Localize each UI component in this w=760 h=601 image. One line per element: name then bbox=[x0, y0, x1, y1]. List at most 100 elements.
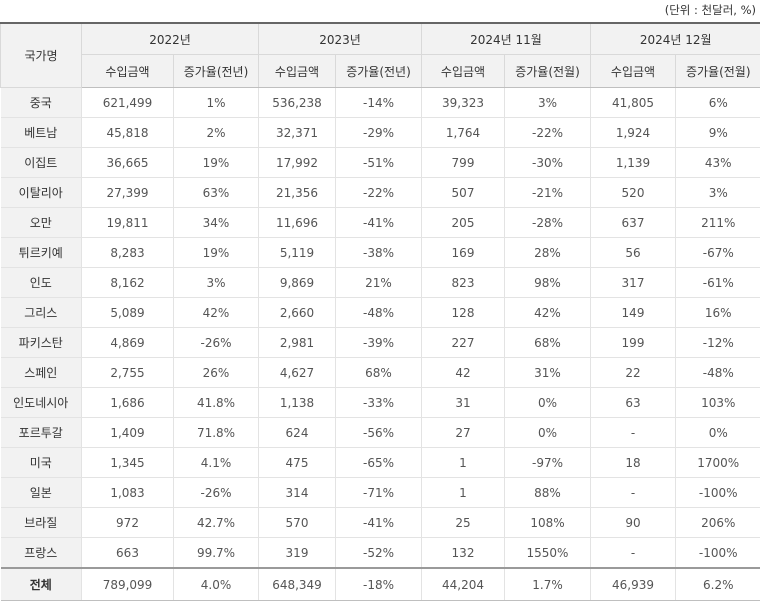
value-cell: - bbox=[591, 418, 676, 448]
value-cell: 2,981 bbox=[259, 328, 336, 358]
value-cell: 98% bbox=[505, 268, 591, 298]
value-cell: 41.8% bbox=[174, 388, 259, 418]
country-cell: 인도 bbox=[1, 268, 82, 298]
country-cell: 브라질 bbox=[1, 508, 82, 538]
country-cell: 중국 bbox=[1, 88, 82, 118]
country-cell: 튀르키예 bbox=[1, 238, 82, 268]
value-cell: 5,089 bbox=[82, 298, 174, 328]
value-cell: -41% bbox=[336, 208, 422, 238]
value-cell: 17,992 bbox=[259, 148, 336, 178]
value-cell: 88% bbox=[505, 478, 591, 508]
value-cell: 18 bbox=[591, 448, 676, 478]
value-cell: 19,811 bbox=[82, 208, 174, 238]
value-cell: -48% bbox=[676, 358, 760, 388]
value-cell: -100% bbox=[676, 478, 760, 508]
total-value-cell: 46,939 bbox=[591, 568, 676, 601]
value-cell: 314 bbox=[259, 478, 336, 508]
value-cell: -39% bbox=[336, 328, 422, 358]
country-cell: 이탈리아 bbox=[1, 178, 82, 208]
value-cell: 9% bbox=[676, 118, 760, 148]
sub-header: 증가율(전년) bbox=[174, 55, 259, 88]
value-cell: 4,869 bbox=[82, 328, 174, 358]
country-cell: 그리스 bbox=[1, 298, 82, 328]
value-cell: 663 bbox=[82, 538, 174, 569]
value-cell: 570 bbox=[259, 508, 336, 538]
value-cell: 1700% bbox=[676, 448, 760, 478]
value-cell: 128 bbox=[422, 298, 505, 328]
value-cell: 3% bbox=[174, 268, 259, 298]
value-cell: -97% bbox=[505, 448, 591, 478]
value-cell: 16% bbox=[676, 298, 760, 328]
value-cell: 205 bbox=[422, 208, 505, 238]
value-cell: 56 bbox=[591, 238, 676, 268]
country-cell: 미국 bbox=[1, 448, 82, 478]
value-cell: 71.8% bbox=[174, 418, 259, 448]
value-cell: 132 bbox=[422, 538, 505, 569]
value-cell: 19% bbox=[174, 148, 259, 178]
value-cell: -100% bbox=[676, 538, 760, 569]
value-cell: 1,139 bbox=[591, 148, 676, 178]
value-cell: -67% bbox=[676, 238, 760, 268]
value-cell: 1550% bbox=[505, 538, 591, 569]
value-cell: 199 bbox=[591, 328, 676, 358]
sub-header: 증가율(전월) bbox=[505, 55, 591, 88]
value-cell: -51% bbox=[336, 148, 422, 178]
value-cell: - bbox=[591, 478, 676, 508]
sub-header: 수입금액 bbox=[591, 55, 676, 88]
header-row-periods: 국가명 2022년 2023년 2024년 11월 2024년 12월 bbox=[1, 23, 760, 55]
value-cell: -22% bbox=[505, 118, 591, 148]
value-cell: 34% bbox=[174, 208, 259, 238]
country-cell: 이집트 bbox=[1, 148, 82, 178]
value-cell: 4,627 bbox=[259, 358, 336, 388]
period-header: 2022년 bbox=[82, 23, 259, 55]
value-cell: -71% bbox=[336, 478, 422, 508]
value-cell: 624 bbox=[259, 418, 336, 448]
value-cell: -56% bbox=[336, 418, 422, 448]
country-cell: 프랑스 bbox=[1, 538, 82, 569]
value-cell: 621,499 bbox=[82, 88, 174, 118]
total-value-cell: 44,204 bbox=[422, 568, 505, 601]
country-cell: 베트남 bbox=[1, 118, 82, 148]
value-cell: 1 bbox=[422, 448, 505, 478]
value-cell: 108% bbox=[505, 508, 591, 538]
value-cell: -29% bbox=[336, 118, 422, 148]
value-cell: 103% bbox=[676, 388, 760, 418]
country-cell: 스페인 bbox=[1, 358, 82, 388]
value-cell: 1,138 bbox=[259, 388, 336, 418]
value-cell: 22 bbox=[591, 358, 676, 388]
sub-header: 수입금액 bbox=[422, 55, 505, 88]
value-cell: 206% bbox=[676, 508, 760, 538]
total-value-cell: 6.2% bbox=[676, 568, 760, 601]
value-cell: -26% bbox=[174, 328, 259, 358]
period-header: 2024년 12월 bbox=[591, 23, 760, 55]
value-cell: 2,755 bbox=[82, 358, 174, 388]
total-value-cell: 648,349 bbox=[259, 568, 336, 601]
value-cell: 31% bbox=[505, 358, 591, 388]
value-cell: 520 bbox=[591, 178, 676, 208]
total-value-cell: 789,099 bbox=[82, 568, 174, 601]
value-cell: -22% bbox=[336, 178, 422, 208]
period-header: 2023년 bbox=[259, 23, 422, 55]
value-cell: 99.7% bbox=[174, 538, 259, 569]
value-cell: 1% bbox=[174, 88, 259, 118]
country-header: 국가명 bbox=[1, 23, 82, 88]
value-cell: -65% bbox=[336, 448, 422, 478]
value-cell: 32,371 bbox=[259, 118, 336, 148]
value-cell: 3% bbox=[676, 178, 760, 208]
value-cell: - bbox=[591, 538, 676, 569]
value-cell: 45,818 bbox=[82, 118, 174, 148]
value-cell: 1,345 bbox=[82, 448, 174, 478]
total-value-cell: 1.7% bbox=[505, 568, 591, 601]
value-cell: 637 bbox=[591, 208, 676, 238]
value-cell: 28% bbox=[505, 238, 591, 268]
value-cell: -48% bbox=[336, 298, 422, 328]
